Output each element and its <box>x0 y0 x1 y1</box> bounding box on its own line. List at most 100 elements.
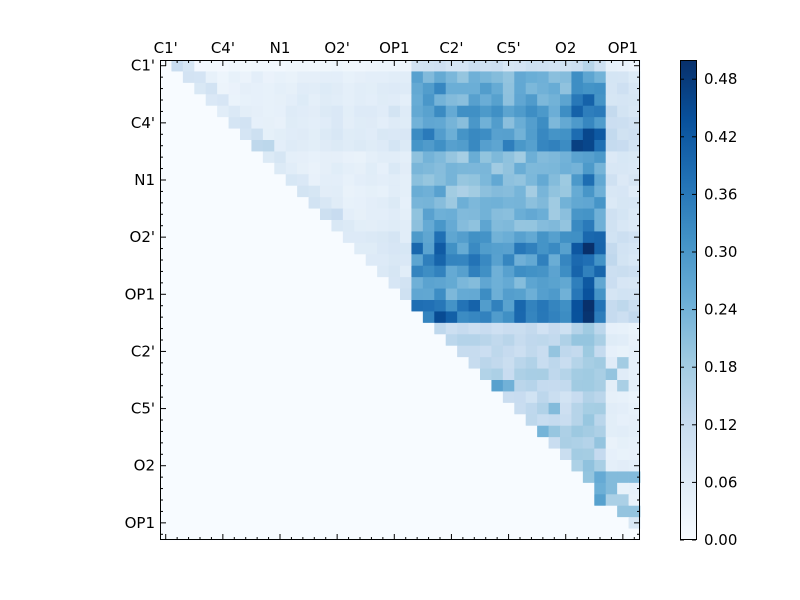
heatmap-cell <box>525 380 538 392</box>
heatmap-cell <box>354 482 367 495</box>
heatmap-cell <box>217 425 229 438</box>
heatmap-cell <box>171 322 184 335</box>
heatmap-cell <box>617 300 629 312</box>
heatmap-cell <box>297 471 309 484</box>
heatmap-cell <box>320 300 332 312</box>
heatmap-cell <box>228 94 241 107</box>
heatmap-cell <box>205 174 218 187</box>
heatmap-cell <box>605 82 618 95</box>
heatmap-cell <box>240 460 252 472</box>
heatmap-cell <box>274 322 287 335</box>
heatmap-cell <box>422 517 435 529</box>
heatmap-cell <box>594 220 607 232</box>
heatmap-cell <box>308 60 321 72</box>
heatmap-cell <box>480 345 492 358</box>
heatmap-cell <box>571 117 584 129</box>
heatmap-cell <box>457 380 469 392</box>
heatmap-cell <box>251 174 264 187</box>
heatmap-cell <box>308 265 321 278</box>
heatmap-cell <box>468 277 481 289</box>
heatmap-cell <box>308 425 321 438</box>
heatmap-cell <box>297 105 309 118</box>
heatmap-cell <box>605 357 618 369</box>
heatmap-cell <box>422 254 435 267</box>
heatmap-cell <box>617 117 629 129</box>
heatmap-cell <box>285 220 298 232</box>
heatmap-cell <box>182 311 195 324</box>
heatmap-cell <box>171 345 184 358</box>
heatmap-cell <box>445 402 458 415</box>
heatmap-cell <box>605 140 618 152</box>
heatmap-cell <box>594 368 607 381</box>
heatmap-cell <box>297 482 309 495</box>
heatmap-cell <box>331 311 344 324</box>
heatmap-cell <box>342 277 355 289</box>
heatmap-cell <box>582 231 595 244</box>
heatmap-cell <box>377 277 389 289</box>
heatmap-cell <box>182 437 195 449</box>
heatmap-cell <box>514 322 527 335</box>
heatmap-cell <box>571 505 584 518</box>
heatmap-cell <box>160 151 172 164</box>
heatmap-cell <box>194 254 207 267</box>
heatmap-cell <box>434 528 447 541</box>
heatmap-cell <box>605 242 618 255</box>
heatmap-cell <box>274 334 287 347</box>
heatmap-cell <box>297 82 309 95</box>
heatmap-cell <box>182 425 195 438</box>
heatmap-cell <box>582 117 595 129</box>
heatmap-cell <box>342 71 355 84</box>
heatmap-cell <box>594 162 607 175</box>
heatmap-cell <box>594 345 607 358</box>
heatmap-cell <box>228 437 241 449</box>
heatmap-cell <box>548 208 561 221</box>
heatmap-cell <box>194 94 207 107</box>
heatmap-cell <box>377 231 389 244</box>
heatmap-cell <box>308 505 321 518</box>
heatmap-cell <box>285 300 298 312</box>
heatmap-cell <box>548 345 561 358</box>
heatmap-cell <box>400 288 412 301</box>
heatmap-cell <box>320 391 332 404</box>
heatmap-cell <box>537 208 549 221</box>
heatmap-cell <box>308 105 321 118</box>
heatmap-cell <box>194 82 207 95</box>
heatmap-cell <box>205 197 218 209</box>
heatmap-cell <box>365 425 378 438</box>
heatmap-cell <box>320 357 332 369</box>
colorbar-tick-label: 0.48 <box>704 70 737 88</box>
heatmap-cell <box>251 437 264 449</box>
heatmap-cell <box>537 471 549 484</box>
heatmap-cell <box>560 494 572 507</box>
heatmap-cell <box>240 494 252 507</box>
heatmap-cell <box>480 94 492 107</box>
heatmap-cell <box>388 380 401 392</box>
heatmap-cell <box>560 357 572 369</box>
heatmap-cell <box>354 322 367 335</box>
heatmap-cell <box>354 460 367 472</box>
heatmap-cell <box>365 128 378 141</box>
heatmap-cell <box>160 505 172 518</box>
heatmap-cell <box>228 494 241 507</box>
heatmap-cell <box>491 402 504 415</box>
heatmap-cell <box>320 288 332 301</box>
heatmap-cell <box>274 437 287 449</box>
heatmap-cell <box>548 460 561 472</box>
heatmap-cell <box>468 517 481 529</box>
heatmap-cell <box>560 334 572 347</box>
heatmap-cell <box>274 300 287 312</box>
heatmap-cell <box>400 460 412 472</box>
heatmap-cell <box>171 357 184 369</box>
heatmap-cell <box>365 380 378 392</box>
heatmap-cell <box>537 300 549 312</box>
heatmap-cell <box>411 368 424 381</box>
heatmap-cell <box>262 471 275 484</box>
heatmap-cell <box>342 197 355 209</box>
heatmap-cell <box>160 105 172 118</box>
heatmap-cell <box>240 482 252 495</box>
heatmap-cell <box>194 345 207 358</box>
heatmap-cell <box>537 380 549 392</box>
heatmap-cell <box>262 334 275 347</box>
heatmap-cell <box>285 311 298 324</box>
heatmap-cell <box>251 357 264 369</box>
